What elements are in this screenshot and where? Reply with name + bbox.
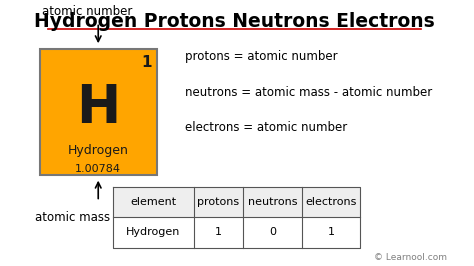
Text: protons: protons: [197, 197, 239, 207]
Text: neutrons: neutrons: [248, 197, 297, 207]
Text: © Learnool.com: © Learnool.com: [374, 253, 447, 262]
Text: neutrons = atomic mass - atomic number: neutrons = atomic mass - atomic number: [185, 86, 432, 99]
Text: electrons: electrons: [305, 197, 357, 207]
Text: electrons = atomic number: electrons = atomic number: [185, 121, 347, 134]
Text: 1: 1: [141, 55, 152, 70]
Bar: [40, 49, 157, 175]
Text: 1: 1: [328, 227, 335, 237]
Text: 1.00784: 1.00784: [75, 164, 121, 173]
Text: atomic mass: atomic mass: [36, 211, 110, 224]
Bar: [113, 217, 360, 247]
Bar: [113, 187, 360, 217]
Text: atomic number: atomic number: [42, 6, 132, 19]
Text: element: element: [130, 197, 176, 207]
Text: Hydrogen: Hydrogen: [126, 227, 181, 237]
Text: 0: 0: [269, 227, 276, 237]
Text: H: H: [76, 82, 120, 134]
Text: Hydrogen: Hydrogen: [68, 144, 128, 157]
Text: protons = atomic number: protons = atomic number: [185, 50, 337, 63]
Text: 1: 1: [215, 227, 222, 237]
Text: Hydrogen Protons Neutrons Electrons: Hydrogen Protons Neutrons Electrons: [34, 12, 435, 31]
